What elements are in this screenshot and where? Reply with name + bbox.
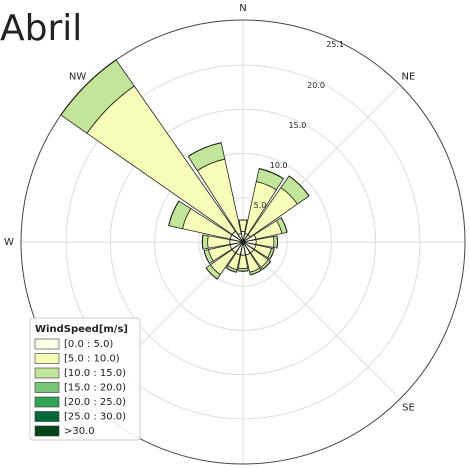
outer-circle [20, 19, 466, 465]
wedge [250, 269, 262, 276]
grid-ring [65, 64, 421, 420]
legend-label: [20.0 : 25.0) [64, 397, 126, 408]
radial-tick-label: 25.1 [326, 40, 344, 49]
radial-tick-label: 15.0 [288, 121, 306, 130]
grid-ring [198, 197, 288, 287]
direction-label: SE [402, 402, 415, 413]
wedge [201, 234, 209, 250]
legend-label: >30.0 [64, 426, 95, 437]
radial-tick-label: 20.0 [307, 81, 325, 90]
direction-label: NE [402, 72, 416, 83]
spoke [242, 241, 401, 400]
legend-swatch [34, 367, 60, 379]
chart-title: Abril [0, 8, 82, 49]
wedge [261, 260, 271, 270]
bars [60, 59, 310, 280]
direction-label: W [4, 237, 14, 248]
legend-swatch [34, 353, 60, 364]
legend: WindSpeed[m/s] [0.0 : 5.0) [5.0 : 10.0) [1… [29, 317, 141, 441]
legend-label: [5.0 : 10.0) [64, 354, 120, 365]
radial-tick-label: 5.0 [254, 201, 267, 210]
legend-label: [25.0 : 30.0) [64, 412, 126, 423]
legend-swatch [34, 425, 60, 437]
legend-swatch [34, 382, 60, 393]
legend-swatch [34, 411, 60, 422]
wedge [60, 59, 117, 116]
labels: 5.010.015.020.025.1NNEESESSWWNW [4, 3, 416, 413]
legend-swatch [34, 338, 60, 350]
wedge [203, 250, 210, 264]
grid-ring [154, 153, 332, 331]
legend-label: [15.0 : 20.0) [64, 383, 126, 394]
radial-tick-label: 10.0 [270, 161, 288, 170]
legend-label: [0.0 : 5.0) [64, 339, 113, 350]
wedge [205, 267, 218, 280]
direction-label: NW [69, 72, 86, 83]
grid-ring [109, 108, 377, 376]
legend-label: [10.0 : 15.0) [64, 368, 126, 379]
legend-title: WindSpeed[m/s] [35, 324, 128, 335]
wedge [201, 234, 204, 250]
direction-label: N [239, 3, 246, 14]
legend-swatch [34, 396, 60, 408]
